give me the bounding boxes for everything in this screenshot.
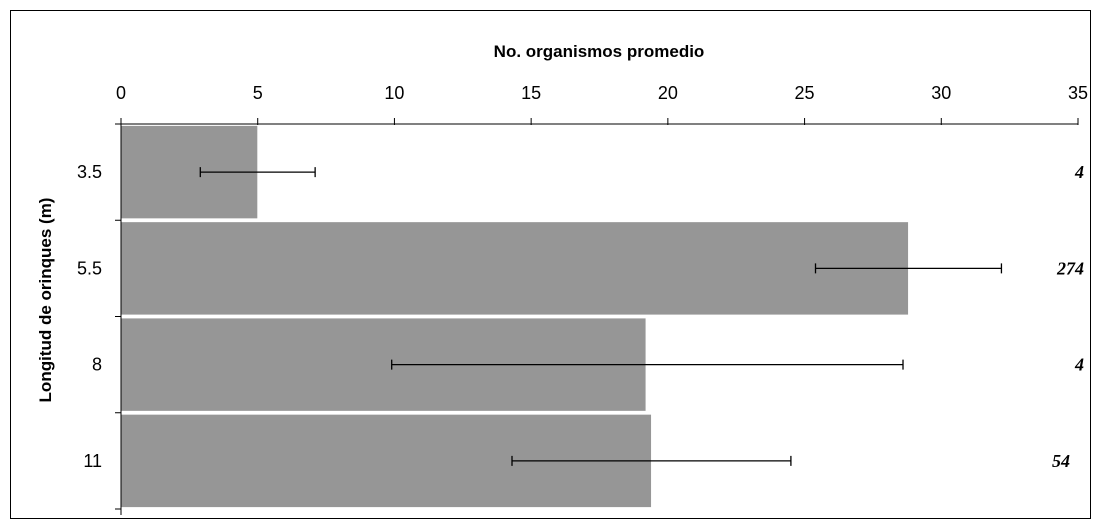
x-tick-label-15: 15 — [521, 83, 541, 103]
y-tick-label-8: 8 — [92, 355, 102, 375]
y-axis-title: Longitud de orinques (m) — [36, 198, 55, 403]
count-label-11: 54 — [1052, 451, 1070, 471]
y-tick-label-5.5: 5.5 — [77, 258, 102, 278]
x-tick-label-0: 0 — [116, 83, 126, 103]
bar-5.5 — [120, 221, 909, 316]
x-tick-label-10: 10 — [384, 83, 404, 103]
x-tick-label-35: 35 — [1068, 83, 1088, 103]
plot-area: 0 5 10 15 20 25 30 35 3.5 5.5 8 11 4 274 4 54 — [77, 83, 1088, 515]
x-tick-label-25: 25 — [795, 83, 815, 103]
count-label-3.5: 4 — [1074, 162, 1084, 182]
x-tick-label-20: 20 — [658, 83, 678, 103]
y-tick-label-11: 11 — [83, 451, 102, 471]
count-label-5.5: 274 — [1056, 258, 1084, 278]
x-axis-title: No. organismos promedio — [494, 42, 705, 61]
x-tick-label-5: 5 — [253, 83, 263, 103]
x-tick-label-30: 30 — [931, 83, 951, 103]
y-tick-label-3.5: 3.5 — [77, 162, 102, 182]
count-label-8: 4 — [1074, 355, 1084, 375]
